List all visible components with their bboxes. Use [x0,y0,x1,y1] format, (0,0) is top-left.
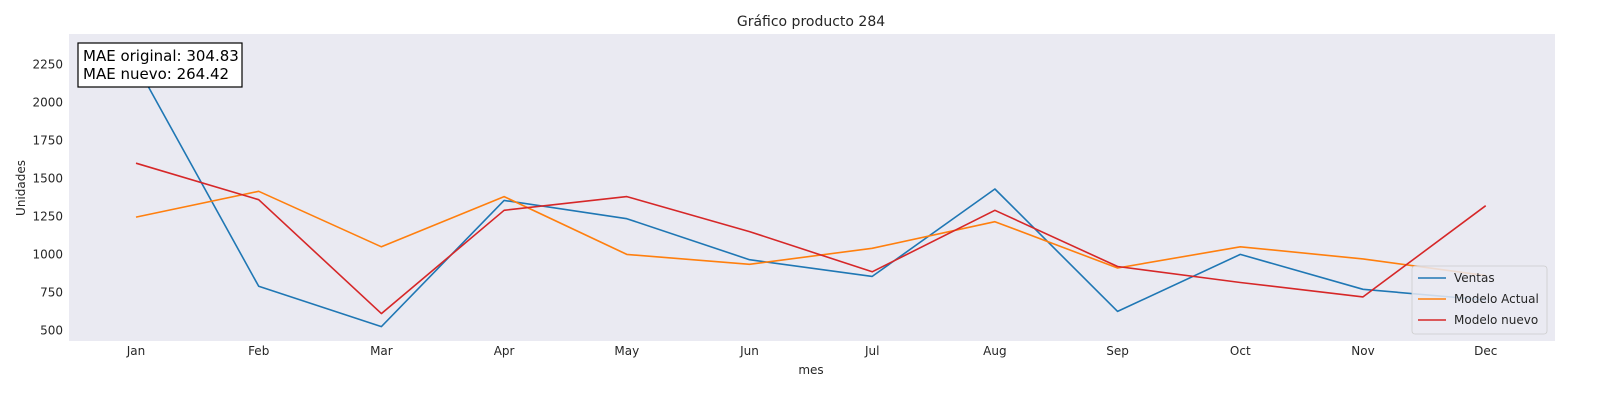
x-tick-label: Sep [1106,344,1129,358]
series-line-modelo-actual [135,190,1486,277]
x-tick-label: Feb [248,344,269,358]
legend-label: Ventas [1454,271,1495,285]
x-tick-label: Aug [983,344,1006,358]
legend: Ventas Modelo Actual Modelo nuevo [1411,265,1548,335]
series-line-modelo-nuevo [135,162,1487,315]
legend-label: Modelo nuevo [1454,313,1538,327]
mae-original-text: MAE original: 304.83 [83,47,239,65]
x-tick-label: Mar [370,344,393,358]
series-line-ventas [135,64,1486,328]
y-tick-label: 2250 [32,57,63,71]
x-axis-label: mes [798,363,823,377]
y-axis-label: Unidades [14,160,28,216]
mae-nuevo-text: MAE nuevo: 264.42 [83,65,229,83]
y-tick-label: 500 [40,323,63,337]
chart-title: Gráfico producto 284 [737,14,885,30]
legend-label: Modelo Actual [1454,292,1539,306]
y-tick-label: 1250 [32,209,63,223]
x-tick-label: Jun [739,344,759,358]
legend-box [1411,265,1548,335]
y-axis: 500 750 1000 1250 1500 1750 2000 2250 [32,57,63,337]
y-tick-label: 1500 [32,171,63,185]
y-tick-label: 1000 [32,247,63,261]
y-tick-label: 2000 [32,95,63,109]
y-tick-label: 750 [40,285,63,299]
x-tick-label: Apr [494,344,515,358]
x-tick-label: May [614,344,639,358]
x-tick-label: Jan [126,344,146,358]
mae-annotation: MAE original: 304.83 MAE nuevo: 264.42 [77,42,243,88]
plot-area [69,34,1555,341]
y-tick-label: 1750 [32,133,63,147]
x-tick-label: Oct [1230,344,1251,358]
mae-annotation-box [77,42,243,88]
x-tick-label: Dec [1474,344,1497,358]
series-lines [135,64,1487,328]
x-tick-label: Jul [864,344,879,358]
x-tick-label: Nov [1351,344,1374,358]
x-axis: Jan Feb Mar Apr May Jun Jul Aug Sep Oct Nov Dec [126,344,1498,358]
